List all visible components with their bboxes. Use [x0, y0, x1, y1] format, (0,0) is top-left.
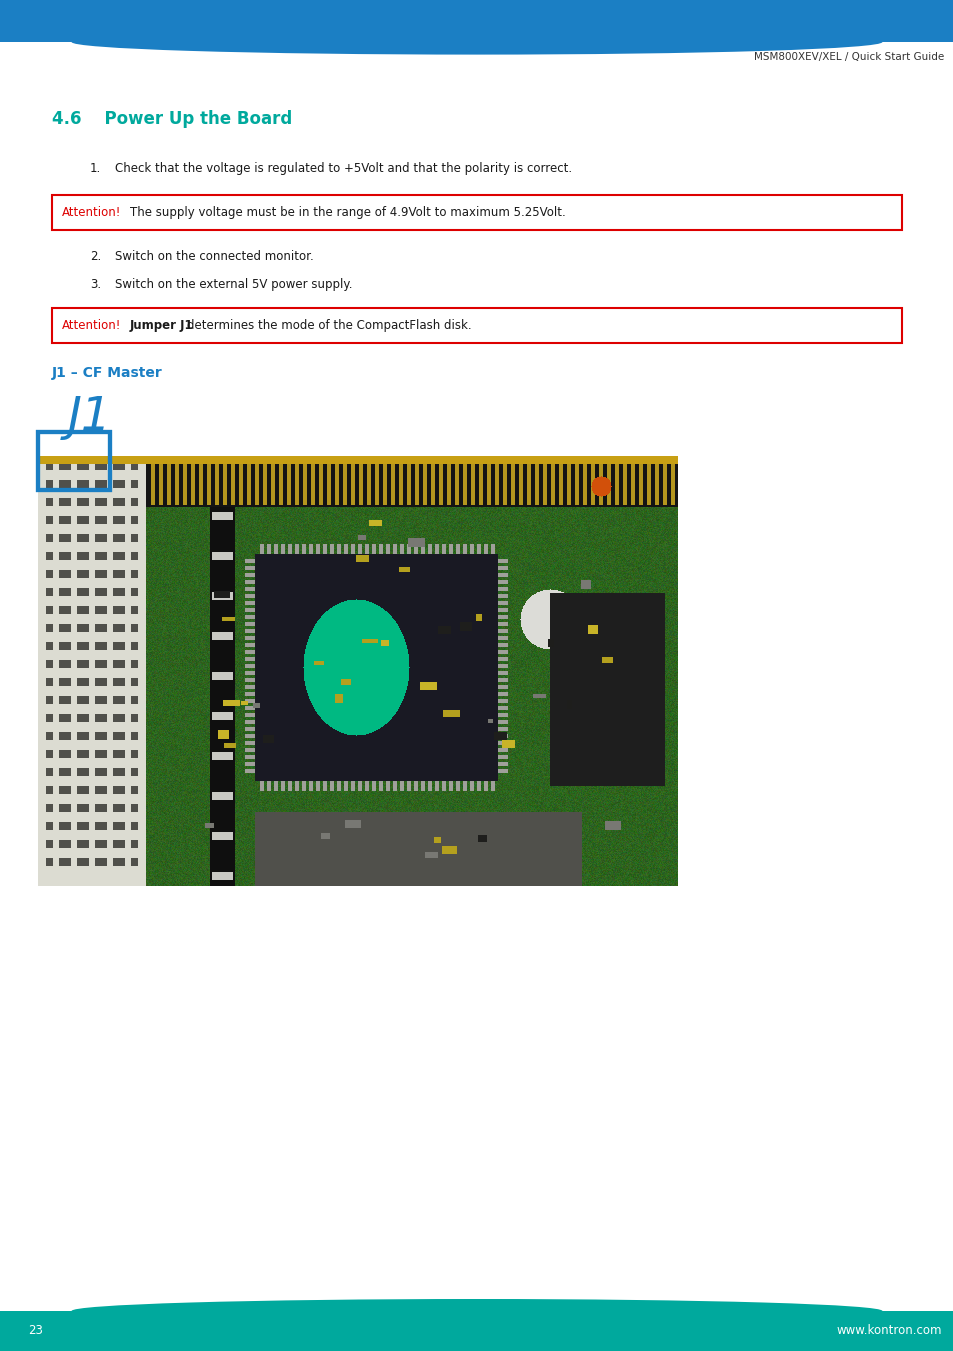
Bar	[38, 432, 110, 490]
Text: 4.6    Power Up the Board: 4.6 Power Up the Board	[52, 109, 292, 128]
Text: Attention!: Attention!	[62, 319, 121, 332]
Text: Jumper J1: Jumper J1	[130, 319, 193, 332]
Bar	[52, 308, 901, 343]
Bar	[0, 1310, 953, 1351]
Text: MSM800XEV/XEL / Quick Start Guide: MSM800XEV/XEL / Quick Start Guide	[753, 51, 943, 62]
Text: 3.: 3.	[90, 278, 101, 290]
Ellipse shape	[71, 30, 882, 54]
Text: 1.: 1.	[90, 162, 101, 176]
Text: The supply voltage must be in the range of 4.9Volt to maximum 5.25Volt.: The supply voltage must be in the range …	[130, 205, 565, 219]
Text: Switch on the connected monitor.: Switch on the connected monitor.	[115, 250, 314, 263]
Ellipse shape	[71, 1300, 882, 1323]
Bar	[0, 0, 953, 42]
Bar	[38, 432, 110, 490]
Text: www.kontron.com: www.kontron.com	[836, 1324, 941, 1337]
Text: Switch on the external 5V power supply.: Switch on the external 5V power supply.	[115, 278, 352, 290]
Bar	[52, 195, 901, 230]
Text: 23: 23	[28, 1324, 43, 1337]
Text: J1: J1	[68, 394, 112, 440]
Text: J1 – CF Master: J1 – CF Master	[52, 366, 163, 380]
Text: Attention!: Attention!	[62, 205, 121, 219]
Text: determines the mode of the CompactFlash disk.: determines the mode of the CompactFlash …	[187, 319, 471, 332]
Text: 2.: 2.	[90, 250, 101, 263]
Text: Check that the voltage is regulated to +5Volt and that the polarity is correct.: Check that the voltage is regulated to +…	[115, 162, 572, 176]
